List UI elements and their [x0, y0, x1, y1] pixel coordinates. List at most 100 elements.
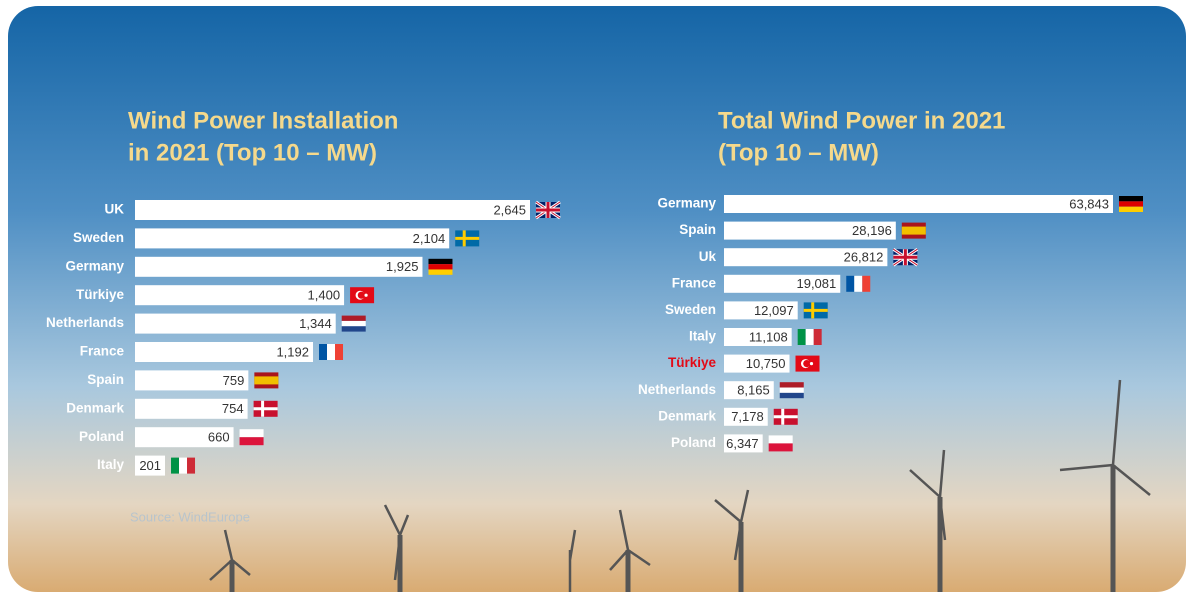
flag-part [364, 294, 367, 297]
value-label: 1,344 [299, 316, 332, 331]
bar [724, 195, 1113, 213]
value-label: 1,400 [308, 288, 341, 303]
flag-part [240, 429, 264, 437]
flag-part [780, 388, 804, 393]
bar [135, 228, 449, 248]
category-label: Poland [671, 435, 716, 450]
flag-part [428, 269, 452, 274]
flag [780, 382, 804, 398]
flag [1119, 196, 1143, 212]
flag-part [769, 435, 793, 443]
category-label: Spain [87, 372, 124, 387]
flag [804, 302, 828, 318]
flag [846, 276, 870, 292]
flag [171, 458, 195, 474]
category-label: Spain [679, 222, 716, 237]
category-label: Poland [79, 429, 124, 444]
flag-part [780, 382, 804, 387]
value-label: 201 [139, 458, 161, 473]
category-label: France [672, 275, 717, 290]
category-label: Sweden [665, 302, 716, 317]
value-label: 754 [222, 401, 244, 416]
value-label: 7,178 [731, 409, 764, 424]
flag-part [854, 276, 862, 292]
category-label: Italy [97, 457, 125, 472]
flag [319, 344, 343, 360]
source-note: Source: WindEurope [130, 509, 250, 524]
flag-part [358, 292, 365, 299]
flag-part [769, 443, 793, 451]
chart-title: Total Wind Power in 2021 [718, 107, 1005, 134]
category-label: Denmark [66, 400, 124, 415]
flag-part [327, 344, 335, 360]
flag-part [335, 344, 343, 360]
category-label: France [80, 344, 125, 359]
flag [902, 223, 926, 239]
infographic: Wind Power Installation in 2021 (Top 10 –… [0, 0, 1194, 597]
value-label: 2,645 [493, 202, 526, 217]
bar [135, 257, 422, 277]
category-label: Germany [65, 258, 124, 273]
flag-part [342, 316, 366, 321]
value-label: 10,750 [746, 356, 786, 371]
value-label: 660 [208, 430, 230, 445]
flag [796, 356, 820, 372]
flag-part [810, 362, 813, 365]
category-label: Türkiye [76, 287, 125, 302]
flag-part [814, 329, 822, 345]
value-label: 63,843 [1069, 196, 1109, 211]
flag-part [342, 321, 366, 326]
flag [240, 429, 264, 445]
value-label: 11,108 [749, 329, 788, 344]
flag-part [319, 344, 327, 360]
chart-title: Wind Power Installation [128, 107, 398, 134]
flag-part [240, 437, 264, 445]
category-label: Netherlands [46, 315, 124, 330]
category-label: Uk [699, 249, 717, 264]
flag-part [1119, 196, 1143, 201]
category-label: Sweden [73, 230, 124, 245]
flag-part [428, 264, 452, 269]
flag-part [179, 458, 187, 474]
value-label: 2,104 [413, 231, 446, 246]
flag-part [342, 326, 366, 331]
value-label: 8,165 [737, 383, 770, 398]
value-label: 1,925 [386, 259, 419, 274]
flag-part [1119, 207, 1143, 212]
flag-part [171, 458, 179, 474]
flag-part [798, 329, 806, 345]
flag [536, 202, 560, 218]
value-label: 19,081 [796, 276, 836, 291]
flag [798, 329, 822, 345]
flag [455, 230, 479, 246]
flag [350, 287, 374, 303]
value-label: 12,097 [754, 303, 794, 318]
flag-part [187, 458, 195, 474]
flag-part [780, 393, 804, 398]
flag [254, 372, 278, 388]
flag [342, 316, 366, 332]
flag-part [862, 276, 870, 292]
flag-part [803, 360, 810, 367]
flag-part [428, 259, 452, 264]
value-label: 6,347 [726, 436, 759, 451]
value-label: 28,196 [852, 223, 892, 238]
category-label: Germany [657, 196, 716, 211]
chart-title: in 2021 (Top 10 – MW) [128, 139, 377, 166]
flag-part [1119, 201, 1143, 206]
flag [254, 401, 278, 417]
value-label: 759 [223, 373, 245, 388]
value-label: 1,192 [276, 344, 309, 359]
bar [135, 200, 530, 220]
category-label: Denmark [658, 408, 716, 423]
value-label: 26,812 [844, 250, 884, 265]
flag [774, 409, 798, 425]
flag-part [902, 227, 926, 235]
category-label: Italy [689, 329, 717, 344]
category-label: UK [105, 202, 125, 217]
flag [893, 249, 917, 265]
flag-part [254, 376, 278, 384]
flag-part [806, 329, 814, 345]
flag [769, 435, 793, 451]
category-label: Netherlands [638, 382, 716, 397]
